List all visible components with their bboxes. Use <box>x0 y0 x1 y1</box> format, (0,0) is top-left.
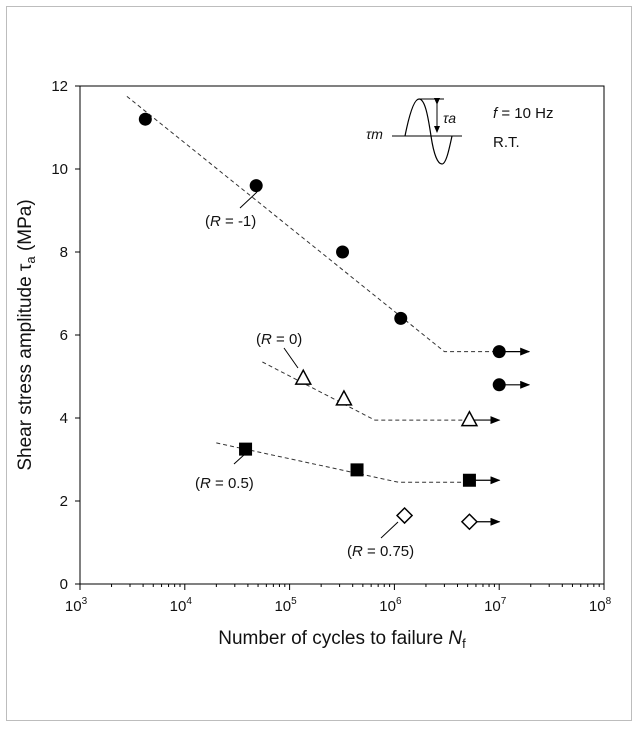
data-point-circle <box>336 245 350 259</box>
temperature-annotation: R.T. <box>493 134 520 151</box>
leader-r-minus1 <box>239 191 258 209</box>
label-r-minus1: (R = -1) <box>205 213 256 230</box>
x-tick-label: 106 <box>379 596 402 615</box>
label-r-05: (R = 0.5) <box>195 475 254 492</box>
axis-ticks: 103 104 105 106 107 108 0 2 4 6 8 10 12 <box>51 78 611 615</box>
fit-line <box>262 361 470 421</box>
data-point-square <box>462 473 476 487</box>
fit-line <box>126 96 500 353</box>
data-point-circle <box>492 378 506 392</box>
data-point-circle <box>492 345 506 359</box>
data-point-square <box>350 463 364 477</box>
data-point-circle <box>138 112 152 126</box>
data-point-triangle <box>460 410 479 427</box>
x-tick-label: 108 <box>589 596 612 615</box>
data-point-diamond <box>395 506 414 525</box>
y-axis-title: Shear stress amplitude τa (MPa) <box>15 199 38 470</box>
data-point-circle <box>249 179 263 193</box>
x-axis-title: Number of cycles to failure Nf <box>218 628 466 651</box>
data-point-triangle <box>294 368 313 385</box>
y-tick-label: 6 <box>60 327 68 344</box>
data-points <box>138 112 531 531</box>
y-tick-label: 12 <box>51 78 68 95</box>
fit-line <box>216 442 470 483</box>
y-tick-label: 10 <box>51 161 68 178</box>
frequency-annotation: f = 10 Hz <box>493 105 553 122</box>
label-r-075: (R = 0.75) <box>347 543 414 560</box>
leader-r-05 <box>233 453 246 465</box>
figure-frame <box>6 6 632 721</box>
x-tick-label: 105 <box>274 596 297 615</box>
y-tick-label: 0 <box>60 576 68 593</box>
fit-lines <box>126 96 500 483</box>
label-r-0: (R = 0) <box>256 331 302 348</box>
data-point-square <box>239 442 253 456</box>
leader-r-0 <box>283 347 299 369</box>
inset-amplitude-label: τa <box>443 110 456 126</box>
y-tick-label: 2 <box>60 493 68 510</box>
x-tick-label: 104 <box>170 596 193 615</box>
y-tick-label: 8 <box>60 244 68 261</box>
plot-area <box>79 85 605 585</box>
inset-sine-wave <box>404 98 453 165</box>
leader-r-075 <box>380 521 399 539</box>
data-point-triangle <box>335 389 353 406</box>
x-tick-label: 107 <box>484 596 507 615</box>
data-point-circle <box>394 311 408 325</box>
y-tick-label: 4 <box>60 410 68 427</box>
waveform-inset: τa τm <box>366 98 462 165</box>
data-point-diamond <box>460 513 478 531</box>
inset-mean-label: τm <box>366 126 383 142</box>
x-tick-label: 103 <box>65 596 88 615</box>
